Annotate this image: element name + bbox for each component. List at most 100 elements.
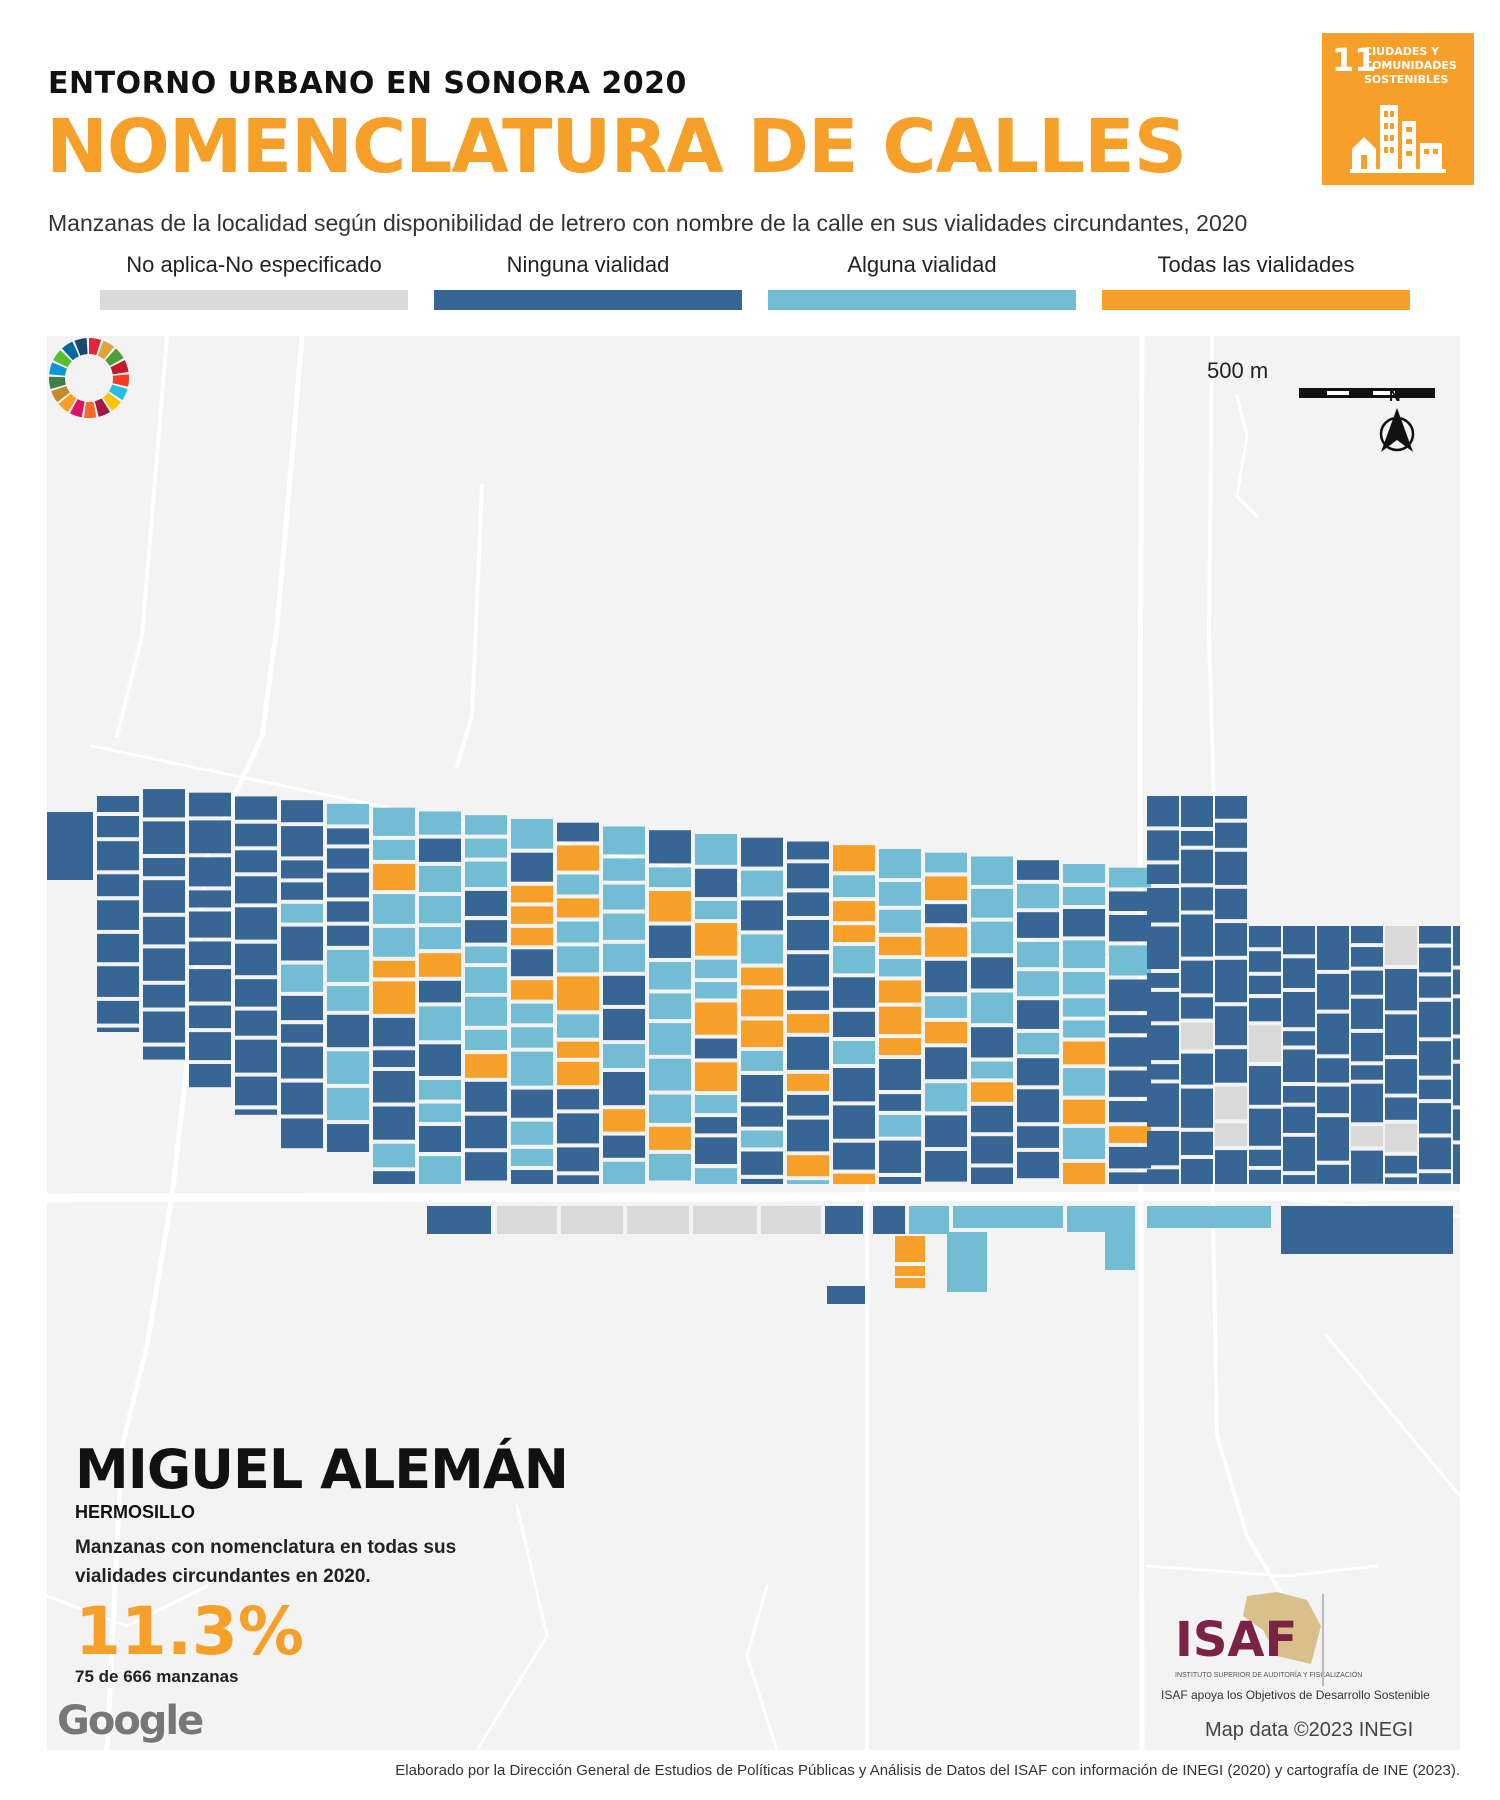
legend-label: No aplica-No especificado: [126, 252, 382, 277]
city-block: [557, 874, 599, 895]
city-block: [1385, 1177, 1417, 1184]
city-block: [511, 1148, 553, 1166]
city-block: [971, 1105, 1013, 1133]
city-block: [143, 984, 185, 1008]
city-block: [419, 953, 461, 977]
sdg-wheel-segment: [102, 392, 121, 411]
city-block: [1147, 796, 1179, 827]
city-block: [1181, 831, 1213, 846]
city-block: [695, 1002, 737, 1035]
city-block: [1147, 830, 1179, 861]
city-block: [925, 1047, 967, 1080]
city-block: [281, 882, 323, 900]
city-block: [235, 1010, 277, 1036]
city-block: [603, 826, 645, 855]
city-block: [97, 1000, 139, 1024]
city-block: [1181, 1159, 1213, 1184]
city-block: [419, 980, 461, 1003]
isaf-wordmark: ISAF: [1175, 1612, 1298, 1668]
map[interactable]: 500 m N MIGUEL ALEMÁN HERMOSILLO Manzana…: [47, 336, 1460, 1750]
city-block: [511, 927, 553, 946]
city-block: [1109, 915, 1151, 942]
city-block: [1017, 1032, 1059, 1055]
city-block: [1181, 1131, 1213, 1155]
city-block: [827, 1286, 865, 1304]
city-block: [97, 874, 139, 897]
sdg-wheel-segment: [108, 384, 128, 401]
city-block: [971, 992, 1013, 1024]
city-block: [695, 1137, 737, 1164]
city-block: [1109, 1126, 1151, 1143]
city-block: [879, 1006, 921, 1035]
city-block: [603, 858, 645, 881]
city-block: [1385, 1123, 1417, 1152]
isaf-logo: ISAF INSTITUTO SUPERIOR DE AUDITORÍA Y F…: [1167, 1586, 1362, 1686]
city-block: [925, 1083, 967, 1112]
city-block: [1215, 1086, 1247, 1120]
city-block: [327, 949, 369, 982]
city-block: [1109, 1146, 1151, 1169]
city-block: [925, 960, 967, 993]
city-block: [1453, 926, 1460, 966]
city-block: [1249, 1108, 1281, 1146]
city-block: [971, 1061, 1013, 1079]
city-block: [189, 857, 231, 887]
city-block: [833, 1105, 875, 1139]
city-block: [879, 980, 921, 1003]
city-block: [327, 803, 369, 825]
city-block: [557, 898, 599, 918]
sdg-wheel-segment: [110, 360, 129, 375]
city-block: [1017, 1089, 1059, 1123]
city-block: [557, 1061, 599, 1086]
city-block: [143, 948, 185, 981]
city-block: [465, 838, 507, 858]
city-block: [97, 900, 139, 930]
city-block: [281, 826, 323, 857]
city-block: [557, 921, 599, 943]
city-block: [511, 852, 553, 882]
sdg-number: 11: [1332, 41, 1377, 79]
city-block: [1017, 941, 1059, 968]
city-block: [373, 1071, 415, 1103]
road: [1325, 1334, 1460, 1498]
legend-label: Ninguna vialidad: [506, 252, 670, 277]
city-block: [879, 882, 921, 906]
city-block: [1317, 926, 1349, 970]
city-block: [1351, 926, 1383, 944]
city-block: [419, 896, 461, 924]
city-block: [1351, 998, 1383, 1029]
city-block: [1453, 1063, 1460, 1106]
sdg-wheel-segment: [53, 350, 72, 368]
city-block: [327, 986, 369, 1011]
legend-item-alguna: Alguna vialidad: [768, 252, 1076, 310]
map-canvas[interactable]: [47, 336, 1460, 1750]
city-block: [1147, 1130, 1179, 1166]
city-block: [787, 841, 829, 860]
map-attribution: Map data ©2023 INEGI: [1205, 1719, 1414, 1741]
city-block: [1317, 1164, 1349, 1184]
city-block: [373, 839, 415, 860]
city-block: [1281, 1206, 1453, 1254]
city-block: [1215, 1006, 1247, 1046]
city-block: [465, 967, 507, 993]
city-block: [97, 841, 139, 871]
city-block: [695, 1062, 737, 1091]
city-block: [327, 1087, 369, 1121]
city-block: [1419, 947, 1451, 973]
city-block: [1063, 1041, 1105, 1065]
city-block: [373, 981, 415, 1014]
city-block: [1063, 886, 1105, 905]
city-block: [649, 1094, 691, 1123]
city-block: [1181, 914, 1213, 957]
city-block: [953, 1206, 1063, 1228]
city-block: [649, 1023, 691, 1055]
city-block: [1147, 1025, 1179, 1061]
sdg-wheel-segment: [49, 362, 67, 376]
city-block: [1249, 1025, 1281, 1062]
city-block: [1283, 1106, 1315, 1133]
city-block: [1215, 822, 1247, 848]
city-block: [465, 1029, 507, 1050]
city-block: [373, 863, 415, 891]
city-block: [419, 1006, 461, 1041]
city-block: [1351, 970, 1383, 995]
